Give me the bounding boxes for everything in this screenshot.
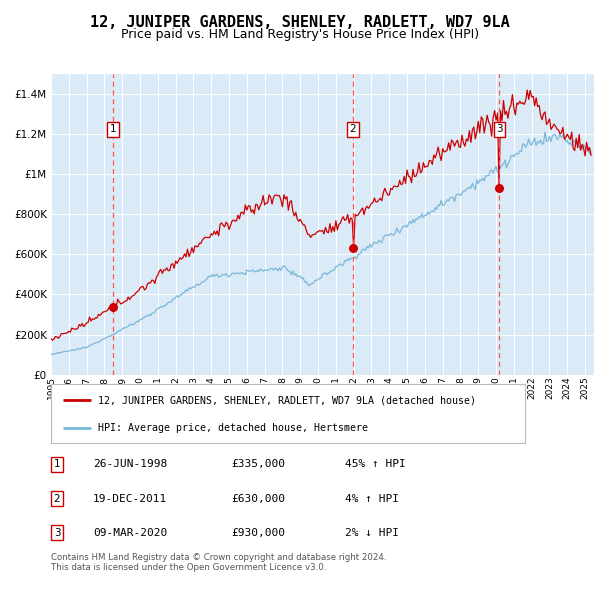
Text: Contains HM Land Registry data © Crown copyright and database right 2024.
This d: Contains HM Land Registry data © Crown c…: [51, 553, 386, 572]
Text: 1: 1: [53, 460, 61, 469]
Text: 2% ↓ HPI: 2% ↓ HPI: [345, 528, 399, 537]
Text: 26-JUN-1998: 26-JUN-1998: [93, 460, 167, 469]
Text: 4% ↑ HPI: 4% ↑ HPI: [345, 494, 399, 503]
Text: 09-MAR-2020: 09-MAR-2020: [93, 528, 167, 537]
Text: 12, JUNIPER GARDENS, SHENLEY, RADLETT, WD7 9LA: 12, JUNIPER GARDENS, SHENLEY, RADLETT, W…: [90, 15, 510, 30]
Text: Price paid vs. HM Land Registry's House Price Index (HPI): Price paid vs. HM Land Registry's House …: [121, 28, 479, 41]
Text: £335,000: £335,000: [231, 460, 285, 469]
Text: 45% ↑ HPI: 45% ↑ HPI: [345, 460, 406, 469]
Text: 3: 3: [496, 124, 503, 135]
Text: £630,000: £630,000: [231, 494, 285, 503]
Text: 2: 2: [350, 124, 356, 135]
Text: 2: 2: [53, 494, 61, 503]
Text: £930,000: £930,000: [231, 528, 285, 537]
Text: 19-DEC-2011: 19-DEC-2011: [93, 494, 167, 503]
Text: 1: 1: [110, 124, 116, 135]
Text: 3: 3: [53, 528, 61, 537]
Text: HPI: Average price, detached house, Hertsmere: HPI: Average price, detached house, Hert…: [98, 423, 368, 432]
Text: 12, JUNIPER GARDENS, SHENLEY, RADLETT, WD7 9LA (detached house): 12, JUNIPER GARDENS, SHENLEY, RADLETT, W…: [98, 395, 476, 405]
